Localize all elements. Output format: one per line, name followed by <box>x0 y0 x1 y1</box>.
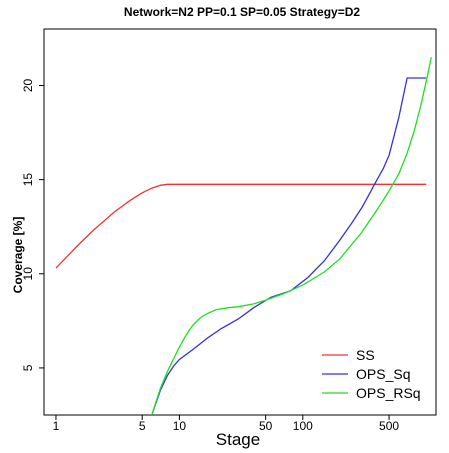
y-tick-label: 5 <box>21 364 35 371</box>
legend-label: SS <box>356 347 375 363</box>
y-axis-label: Coverage [%] <box>11 217 25 294</box>
legend: SS OPS_Sq OPS_RSq <box>322 347 421 401</box>
series-line-ops-rsq <box>151 57 432 415</box>
x-tick-label: 10 <box>173 419 187 433</box>
x-axis-label: Stage <box>216 430 260 449</box>
series-line-ss <box>55 183 427 269</box>
x-tick-label: 1 <box>53 419 60 433</box>
y-tick-label: 20 <box>21 78 35 92</box>
legend-label: OPS_RSq <box>356 385 421 401</box>
y-tick-label: 10 <box>21 267 35 281</box>
chart-title: Network=N2 PP=0.1 SP=0.05 Strategy=D2 <box>124 5 360 19</box>
legend-label: OPS_Sq <box>356 366 410 382</box>
x-tick-label: 50 <box>259 419 273 433</box>
plot-frame <box>43 28 437 416</box>
y-axis: 5 10 15 20 <box>21 78 44 371</box>
x-tick-label: 500 <box>379 419 399 433</box>
series-line-ops-sq <box>151 77 427 415</box>
x-tick-label: 100 <box>293 419 313 433</box>
x-axis: 1 5 10 50 100 500 <box>53 415 399 433</box>
series-layer <box>55 57 432 415</box>
y-tick-label: 15 <box>21 173 35 187</box>
x-tick-label: 5 <box>139 419 146 433</box>
